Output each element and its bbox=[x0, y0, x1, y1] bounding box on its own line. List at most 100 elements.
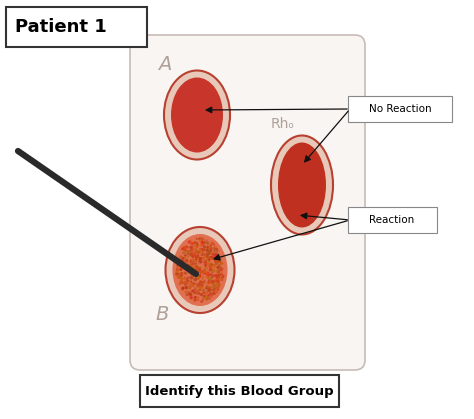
Point bbox=[194, 282, 201, 289]
Point bbox=[183, 258, 191, 264]
Point bbox=[210, 278, 218, 285]
Point bbox=[175, 274, 182, 281]
Point bbox=[193, 241, 201, 247]
Point bbox=[214, 280, 222, 287]
Point bbox=[194, 243, 201, 250]
Point bbox=[194, 274, 202, 281]
Point bbox=[177, 253, 184, 260]
Point bbox=[183, 292, 191, 298]
Point bbox=[197, 250, 204, 257]
Point bbox=[175, 271, 182, 278]
Text: Identify this Blood Group: Identify this Blood Group bbox=[145, 385, 333, 398]
Point bbox=[206, 244, 214, 251]
Point bbox=[214, 283, 221, 290]
Point bbox=[193, 248, 201, 255]
Point bbox=[192, 244, 200, 251]
Point bbox=[211, 257, 219, 264]
Point bbox=[189, 280, 196, 287]
Point bbox=[187, 259, 195, 266]
Point bbox=[204, 249, 211, 256]
Point bbox=[211, 272, 219, 279]
Point bbox=[184, 257, 192, 264]
Point bbox=[201, 243, 209, 250]
Point bbox=[201, 290, 209, 296]
Point bbox=[197, 235, 204, 242]
Point bbox=[176, 274, 183, 280]
Point bbox=[182, 247, 189, 253]
Point bbox=[177, 266, 185, 273]
Point bbox=[181, 256, 188, 263]
Point bbox=[201, 257, 208, 264]
Point bbox=[177, 277, 185, 284]
Point bbox=[218, 270, 226, 277]
Point bbox=[219, 274, 227, 280]
Point bbox=[206, 287, 213, 293]
Point bbox=[211, 244, 219, 251]
Point bbox=[219, 265, 226, 272]
Point bbox=[208, 251, 216, 257]
Point bbox=[202, 263, 210, 269]
Point bbox=[182, 280, 190, 287]
Point bbox=[214, 258, 221, 265]
Point bbox=[197, 237, 204, 244]
Point bbox=[187, 279, 195, 286]
Point bbox=[186, 274, 194, 281]
Point bbox=[207, 246, 215, 253]
Point bbox=[214, 256, 222, 262]
Point bbox=[189, 282, 197, 289]
Point bbox=[212, 251, 220, 258]
Point bbox=[198, 247, 205, 254]
Point bbox=[197, 245, 205, 252]
Point bbox=[183, 288, 191, 295]
Point bbox=[174, 261, 182, 268]
Point bbox=[183, 270, 191, 277]
Point bbox=[182, 285, 190, 291]
Point bbox=[197, 284, 204, 291]
Point bbox=[184, 261, 192, 268]
Point bbox=[179, 246, 186, 253]
Point bbox=[182, 252, 189, 259]
Point bbox=[206, 256, 213, 263]
Ellipse shape bbox=[165, 227, 235, 313]
Point bbox=[197, 242, 205, 248]
Point bbox=[193, 240, 201, 246]
Point bbox=[213, 274, 221, 280]
Point bbox=[217, 265, 224, 272]
Point bbox=[188, 243, 195, 250]
Point bbox=[209, 287, 217, 294]
Point bbox=[207, 246, 215, 252]
Point bbox=[209, 273, 216, 279]
Text: A: A bbox=[158, 54, 172, 73]
Point bbox=[206, 275, 214, 282]
Point bbox=[180, 250, 188, 256]
Point bbox=[184, 277, 192, 284]
Text: No Reaction: No Reaction bbox=[369, 104, 431, 114]
Point bbox=[205, 248, 212, 255]
Point bbox=[201, 247, 208, 253]
Point bbox=[195, 290, 203, 297]
Point bbox=[185, 278, 192, 285]
Point bbox=[195, 256, 202, 262]
Point bbox=[183, 263, 191, 269]
Point bbox=[182, 256, 190, 263]
Point bbox=[203, 240, 210, 246]
Point bbox=[185, 239, 193, 246]
Point bbox=[196, 283, 203, 290]
Point bbox=[183, 245, 191, 251]
Point bbox=[181, 254, 189, 261]
Point bbox=[201, 269, 208, 276]
Point bbox=[198, 239, 206, 246]
Point bbox=[204, 253, 211, 260]
Point bbox=[176, 263, 184, 269]
Point bbox=[189, 239, 197, 246]
Point bbox=[177, 261, 185, 268]
Point bbox=[174, 262, 182, 269]
Point bbox=[217, 276, 225, 282]
Point bbox=[215, 282, 223, 288]
Point bbox=[184, 266, 192, 272]
Point bbox=[188, 274, 196, 281]
Point bbox=[196, 272, 204, 279]
Point bbox=[193, 242, 201, 248]
Point bbox=[191, 249, 199, 256]
Point bbox=[209, 286, 216, 293]
